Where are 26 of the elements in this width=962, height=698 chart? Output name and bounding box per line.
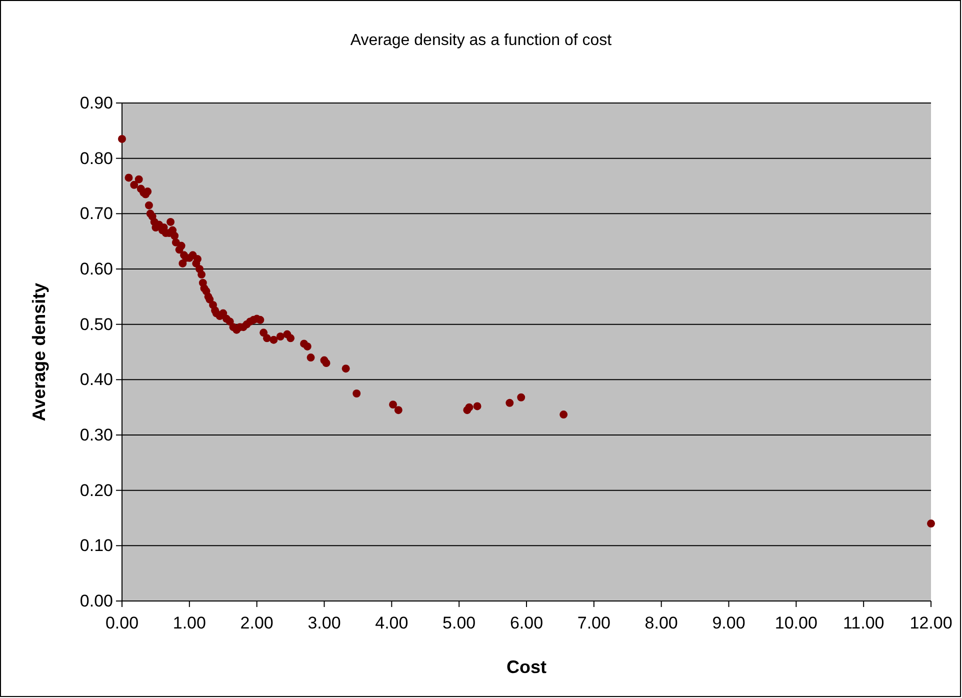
x-tick-label: 6.00: [510, 614, 544, 633]
y-axis-title: Average density: [29, 282, 49, 422]
y-tick-label: 0.80: [80, 148, 113, 168]
y-tick-label: 0.60: [80, 259, 113, 278]
x-tick-label: 10.00: [774, 614, 818, 633]
x-tick-label: 2.00: [240, 614, 274, 633]
x-tick-label: 3.00: [308, 614, 341, 633]
y-tick-label: 0.30: [80, 425, 113, 444]
x-tick-label: 0.00: [105, 614, 139, 633]
x-tick-label: 9.00: [712, 614, 746, 633]
y-tick-label: 0.10: [80, 536, 113, 556]
x-tick-label: 8.00: [644, 614, 678, 633]
y-tick-label: 0.20: [80, 480, 113, 500]
y-tick-label: 0.70: [80, 204, 113, 224]
x-tick-label: 11.00: [842, 614, 884, 633]
x-tick-label: 1.00: [172, 614, 206, 633]
y-tick-label: 0.90: [80, 93, 113, 112]
y-tick-label: 0.40: [80, 370, 113, 390]
x-tick-label: 12.00: [910, 614, 952, 633]
x-axis-title: Cost: [506, 657, 547, 677]
chart-title: Average density as a function of cost: [350, 32, 612, 49]
x-tick-label: 4.00: [375, 614, 408, 633]
y-tick-label: 0.00: [80, 591, 113, 610]
y-tick-label: 0.50: [80, 314, 113, 334]
x-tick-label: 7.00: [577, 614, 610, 633]
x-tick-label: 5.00: [442, 614, 476, 633]
